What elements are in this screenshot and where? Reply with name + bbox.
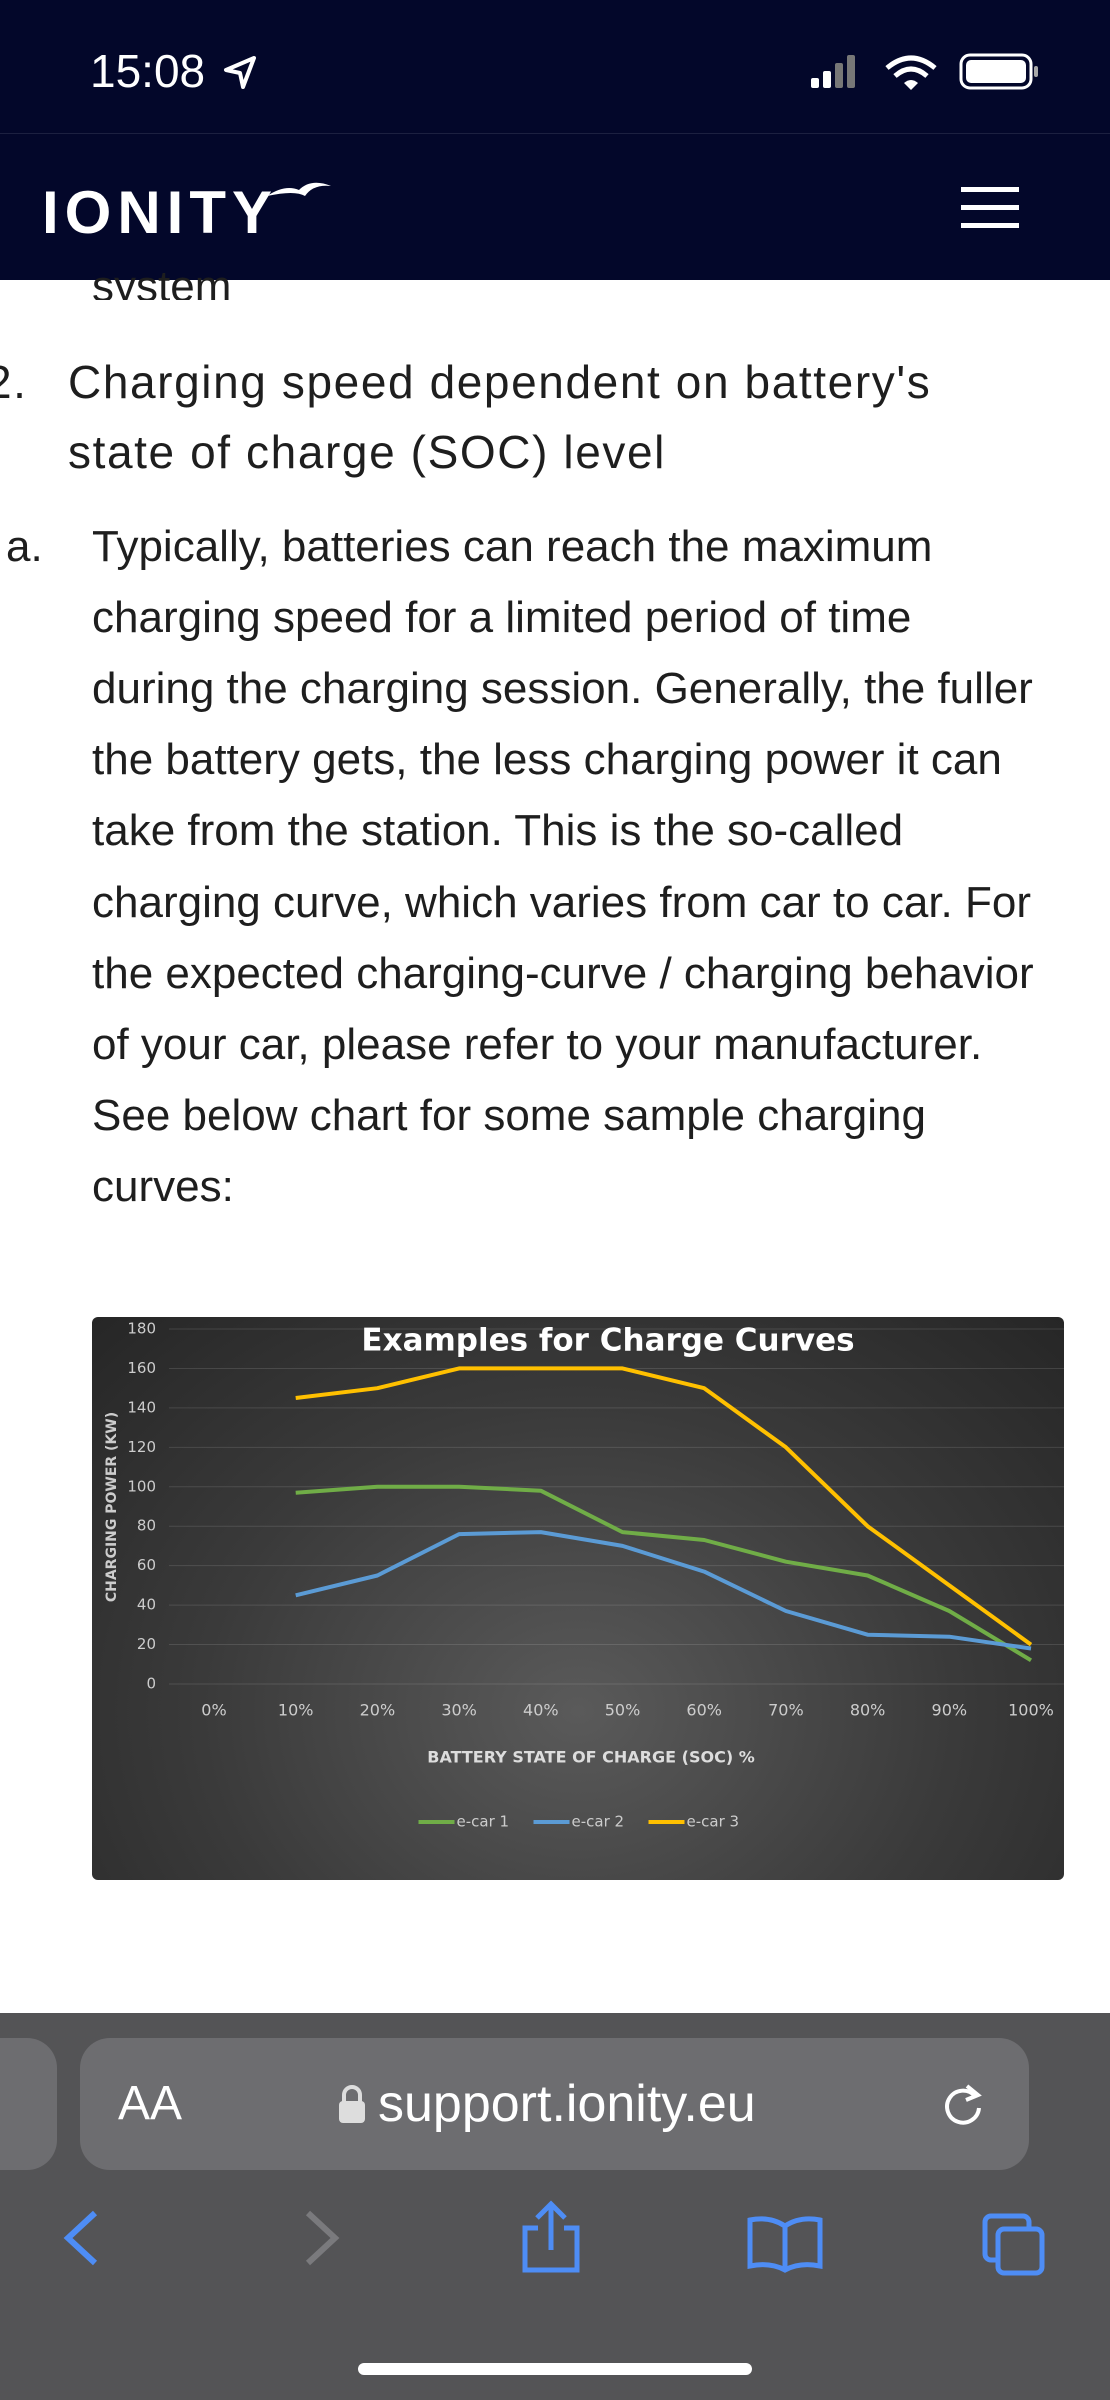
text-line: Typically, batteries can reach the maxim…: [92, 522, 933, 571]
y-tick-label: 140: [127, 1398, 156, 1416]
legend-entry: e-car 3: [648, 1813, 740, 1831]
legend-entry: e-car 2: [533, 1813, 625, 1831]
prev-tab[interactable]: [0, 2038, 57, 2170]
x-tick-label: 50%: [605, 1701, 641, 1720]
x-tick-label: 60%: [686, 1701, 722, 1720]
y-tick-label: 180: [127, 1320, 156, 1338]
top-bar: 15:08 IONITY: [0, 0, 1110, 280]
chart: Examples for Charge Curves CHARGING POWE…: [104, 1320, 1064, 1831]
y-tick-label: 0: [146, 1675, 156, 1693]
y-tick-label: 80: [137, 1517, 156, 1535]
legend-label: e-car 3: [687, 1813, 740, 1831]
x-tick-label: 10%: [278, 1701, 314, 1720]
logo-bird: [267, 182, 331, 196]
x-tick-label: 80%: [850, 1701, 886, 1720]
url[interactable]: support.ionity.eu: [378, 2075, 756, 2133]
legend-label: e-car 2: [572, 1813, 625, 1831]
back-button[interactable]: [63, 2210, 98, 2266]
x-tick-label: 0%: [201, 1701, 226, 1720]
home-indicator: [358, 2363, 752, 2375]
y-tick-label: 160: [127, 1359, 156, 1377]
chart-title: Examples for Charge Curves: [361, 1323, 854, 1359]
series-line: [295, 1366, 1033, 1647]
y-tick-label: 40: [137, 1596, 156, 1614]
y-tick-label: 60: [137, 1556, 156, 1574]
logo[interactable]: IONITY: [42, 179, 279, 246]
x-tick-label: 70%: [768, 1701, 804, 1720]
text-line: take from the station. This is the so-ca…: [92, 806, 904, 856]
text-line: the expected charging-curve / charging b…: [92, 948, 1034, 998]
section-number: 2.: [0, 356, 28, 408]
divider: [0, 133, 1110, 134]
forward-button[interactable]: [305, 2210, 340, 2266]
text-line: curves:: [92, 1161, 234, 1211]
location-icon: [224, 56, 256, 89]
text-size-button[interactable]: AA: [118, 2077, 183, 2130]
x-tick-label: 40%: [523, 1701, 559, 1720]
address-bar[interactable]: AA support.ionity.eu: [80, 2038, 1029, 2170]
item-marker: a.: [6, 522, 43, 571]
text-line: Charging speed dependent on battery's: [68, 356, 932, 408]
x-tick-label: 100%: [1008, 1701, 1054, 1720]
bookmarks-button[interactable]: [747, 2216, 823, 2273]
series-line: [295, 1484, 1033, 1663]
tabs-button[interactable]: [982, 2213, 1045, 2276]
menu-button[interactable]: [958, 183, 1022, 233]
text-line: during the charging session. Generally, …: [92, 664, 1033, 714]
x-tick-label: 30%: [441, 1701, 477, 1720]
text-line: the battery gets, the less charging powe…: [92, 735, 1002, 785]
clock: 15:08: [90, 45, 206, 97]
x-tick-label: 90%: [932, 1701, 968, 1720]
chart-container: Examples for Charge Curves CHARGING POWE…: [92, 1317, 1064, 1880]
x-axis-label: BATTERY STATE OF CHARGE (SOC) %: [427, 1748, 754, 1767]
legend-entry: e-car 1: [418, 1813, 510, 1831]
y-tick-label: 100: [127, 1477, 156, 1495]
text-line: See below chart for some sample charging: [92, 1090, 926, 1140]
y-axis-label: CHARGING POWER (KW): [104, 1412, 120, 1602]
y-tick-label: 120: [127, 1438, 156, 1456]
toolbar: [63, 2200, 1045, 2276]
y-tick-label: 20: [137, 1635, 156, 1653]
browser-bar: AA support.ionity.eu: [0, 2013, 1110, 2400]
lock-icon: [339, 2085, 365, 2123]
text-line: of your car, please refer to your manufa…: [92, 1019, 983, 1069]
legend-label: e-car 1: [457, 1813, 510, 1831]
text-line: charging speed for a limited period of t…: [92, 593, 912, 643]
text-line: charging curve, which varies from car to…: [92, 877, 1031, 927]
text-line: state of charge (SOC) level: [68, 426, 666, 478]
share-button[interactable]: [522, 2200, 580, 2273]
status-icons: [811, 53, 1038, 90]
reload-button[interactable]: [938, 2080, 988, 2130]
series-line: [295, 1530, 1032, 1651]
x-tick-label: 20%: [360, 1701, 396, 1720]
